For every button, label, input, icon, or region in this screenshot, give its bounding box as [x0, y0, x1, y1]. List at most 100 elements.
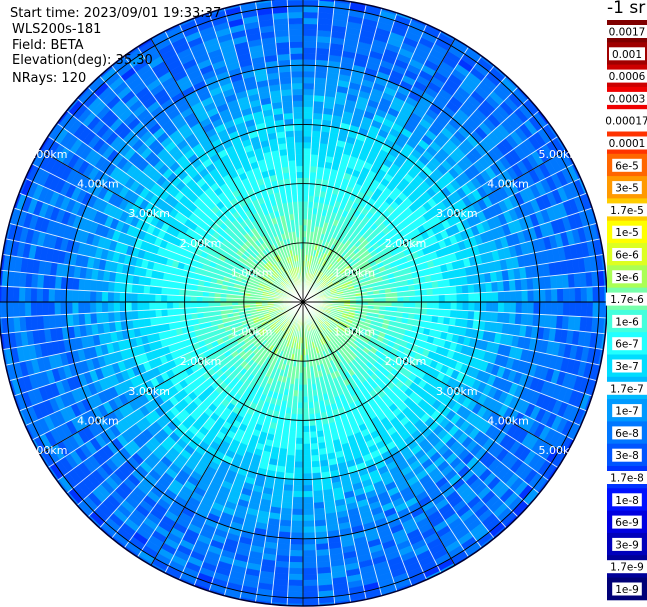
- range-gate-cell: [426, 308, 434, 316]
- range-gate-cell: [6, 286, 14, 303]
- range-gate-cell: [462, 301, 469, 311]
- range-gate-cell: [292, 485, 304, 492]
- range-gate-cell: [297, 390, 304, 397]
- range-gate-cell: [178, 307, 186, 316]
- range-gate-cell: [545, 301, 552, 316]
- range-gate-cell: [415, 301, 422, 309]
- range-gate-cell: [302, 177, 310, 184]
- range-gate-cell: [154, 294, 162, 303]
- range-gate-cell: [432, 308, 440, 317]
- range-gate-cell: [521, 301, 529, 314]
- range-gate-cell: [101, 291, 109, 303]
- range-gate-cell: [95, 290, 103, 303]
- range-gate-cell: [302, 485, 314, 492]
- range-gate-cell: [497, 291, 505, 303]
- range-gate-cell: [289, 425, 297, 433]
- range-gate-cell: [290, 526, 304, 534]
- range-gate-cell: [480, 292, 487, 303]
- range-gate-cell: [313, 83, 327, 91]
- range-gate-cell: [84, 278, 92, 292]
- range-gate-cell: [313, 94, 325, 103]
- range-gate-cell: [302, 449, 312, 457]
- range-gate-cell: [78, 313, 86, 326]
- range-gate-cell: [289, 544, 304, 551]
- range-gate-cell: [444, 301, 452, 310]
- range-gate-cell: [202, 296, 209, 303]
- range-gate-cell: [125, 301, 132, 312]
- range-gate-cell: [420, 288, 428, 297]
- range-gate-cell: [107, 301, 115, 313]
- range-gate-cell: [288, 567, 304, 575]
- range-gate-cell: [302, 520, 315, 528]
- range-gate-cell: [397, 296, 404, 303]
- range-gate-cell: [30, 301, 38, 317]
- range-gate-cell: [598, 285, 606, 303]
- range-gate-cell: [302, 443, 311, 451]
- range-gate-cell: [502, 280, 511, 292]
- range-gate-cell: [184, 301, 191, 309]
- range-gate-cell: [295, 437, 304, 445]
- range-gate-cell: [312, 484, 324, 492]
- range-gate-cell: [65, 289, 73, 303]
- range-gate-cell: [302, 502, 315, 510]
- range-gate-cell: [455, 309, 463, 319]
- range-gate-cell: [302, 473, 313, 480]
- range-gate-cell: [450, 301, 458, 311]
- range-gate-cell: [293, 479, 304, 486]
- range-gate-cell: [456, 293, 464, 303]
- range-gate-cell: [310, 448, 320, 456]
- range-gate-cell: [95, 301, 103, 314]
- range-gate-cell: [208, 301, 215, 308]
- range-gate-cell: [474, 292, 481, 303]
- range-gate-cell: [6, 301, 14, 318]
- range-gate-cell: [557, 288, 564, 303]
- range-gate-cell: [302, 573, 318, 581]
- range-gate-cell: [291, 514, 304, 522]
- range-gate-cell: [302, 41, 317, 48]
- range-gate-cell: [172, 308, 180, 316]
- range-gate-cell: [293, 473, 304, 480]
- range-gate-cell: [313, 513, 327, 521]
- range-gate-cell: [491, 291, 499, 303]
- range-gate-cell: [125, 292, 132, 303]
- range-gate-cell: [287, 579, 304, 587]
- range-gate-cell: [286, 448, 296, 456]
- range-gate-cell: [131, 283, 139, 294]
- range-gate-cell: [557, 301, 564, 316]
- range-gate-cell: [288, 561, 304, 569]
- range-gate-cell: [30, 287, 38, 303]
- range-gate-cell: [287, 591, 304, 599]
- range-gate-cell: [302, 112, 314, 119]
- range-gate-cell: [486, 301, 493, 313]
- range-gate-cell: [568, 301, 576, 317]
- range-gate-cell: [54, 288, 61, 303]
- range-gate-cell: [294, 455, 304, 463]
- range-gate-cell: [287, 443, 296, 451]
- range-gate-cell: [503, 290, 511, 303]
- range-gate-cell: [302, 88, 315, 96]
- range-gate-cell: [302, 94, 315, 102]
- range-gate-cell: [515, 290, 523, 303]
- range-gate-cell: [184, 295, 191, 303]
- range-gate-cell: [311, 130, 322, 138]
- range-gate-cell: [509, 290, 517, 303]
- range-gate-cell: [107, 311, 115, 323]
- range-gate-cell: [568, 287, 576, 303]
- range-gate-cell: [403, 296, 410, 303]
- range-gate-cell: [149, 285, 157, 295]
- range-gate-cell: [24, 287, 32, 303]
- range-gate-cell: [491, 301, 499, 313]
- range-gate-cell: [78, 278, 86, 291]
- range-gate-cell: [302, 414, 310, 421]
- range-gate-cell: [113, 301, 120, 313]
- range-gate-cell: [598, 301, 606, 319]
- range-gate-cell: [450, 293, 458, 303]
- range-gate-cell: [154, 301, 162, 310]
- range-gate-cell: [302, 201, 309, 208]
- range-gate-cell: [282, 490, 294, 498]
- range-gate-cell: [143, 285, 151, 295]
- range-gate-cell: [302, 11, 319, 19]
- range-gate-cell: [403, 301, 410, 308]
- range-gate-cell: [426, 301, 434, 310]
- range-gate-cell: [309, 425, 317, 433]
